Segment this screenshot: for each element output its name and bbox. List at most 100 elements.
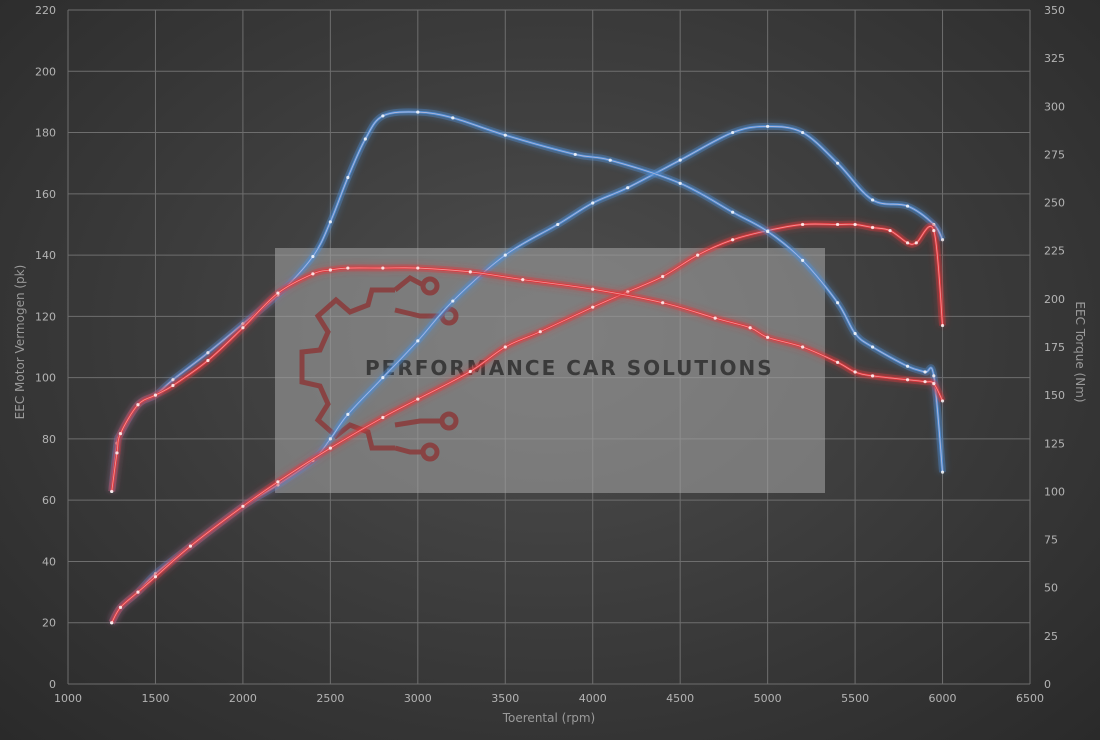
series-point-2 <box>905 364 910 368</box>
series-point-3 <box>940 399 945 403</box>
series-point-3 <box>171 383 175 388</box>
series-point-0 <box>591 201 595 205</box>
series-point-2 <box>206 351 210 355</box>
series-point-3 <box>836 360 840 365</box>
series-point-1 <box>661 274 665 279</box>
series-point-0 <box>503 253 507 257</box>
y-right-tick-label: 225 <box>1044 245 1065 258</box>
series-point-1 <box>932 228 936 233</box>
series-point-1 <box>870 225 875 230</box>
series-point-0 <box>678 158 682 162</box>
y-right-tick-label: 150 <box>1044 389 1065 402</box>
series-point-3 <box>905 378 910 382</box>
series-point-3 <box>381 266 385 270</box>
series-point-1 <box>888 228 892 233</box>
series-point-0 <box>801 130 805 135</box>
series-point-2 <box>923 370 927 374</box>
y-right-axis-title: EEC Torque (Nm) <box>1073 301 1087 402</box>
y-right-tick-label: 300 <box>1044 100 1065 113</box>
series-point-0 <box>556 222 560 227</box>
series-point-1 <box>241 504 245 508</box>
series-line-core-1 <box>111 223 943 623</box>
series-point-3 <box>241 326 245 330</box>
series-point-3 <box>276 291 280 295</box>
series-point-1 <box>468 369 472 374</box>
watermark: PERFORMANCE CAR SOLUTIONS <box>275 248 825 493</box>
series-point-1 <box>591 305 595 309</box>
y-right-tick-label: 100 <box>1044 485 1065 498</box>
series-point-1 <box>153 575 158 579</box>
series-point-2 <box>801 258 805 262</box>
series-point-2 <box>573 152 577 157</box>
x-axis-title: Toerental (rpm) <box>502 711 595 725</box>
series-point-1 <box>416 397 420 401</box>
series-point-2 <box>836 301 840 305</box>
series-point-2 <box>853 331 857 336</box>
series-point-3 <box>416 266 420 270</box>
y-left-tick-label: 220 <box>35 4 56 17</box>
series-point-3 <box>748 326 752 330</box>
series-point-0 <box>905 204 910 208</box>
series-point-2 <box>731 210 735 214</box>
series-point-3 <box>118 432 123 436</box>
series-point-1 <box>188 544 193 548</box>
series-point-3 <box>521 278 525 282</box>
y-right-tick-label: 275 <box>1044 148 1065 161</box>
series-point-3 <box>801 345 805 349</box>
x-tick-label: 3500 <box>491 692 519 705</box>
series-point-1 <box>328 446 332 450</box>
series-point-2 <box>311 254 315 259</box>
series-point-3 <box>110 489 114 494</box>
y-right-tick-label: 325 <box>1044 52 1065 65</box>
series-point-0 <box>328 437 332 441</box>
series-point-3 <box>923 380 927 384</box>
series-point-1 <box>801 222 805 227</box>
series-point-0 <box>731 130 735 135</box>
series-point-1 <box>696 253 700 257</box>
x-tick-label: 3000 <box>404 692 432 705</box>
series-point-1 <box>940 323 945 328</box>
series-point-3 <box>206 358 210 363</box>
y-left-tick-label: 180 <box>35 127 56 140</box>
series-point-2 <box>451 116 455 120</box>
x-tick-label: 5000 <box>754 692 782 705</box>
y-left-tick-label: 60 <box>42 494 56 507</box>
y-right-tick-label: 0 <box>1044 678 1051 691</box>
x-tick-label: 1500 <box>141 692 169 705</box>
series-point-0 <box>870 198 875 202</box>
y-left-tick-label: 0 <box>49 678 56 691</box>
series-point-1 <box>905 241 910 245</box>
x-tick-label: 4000 <box>579 692 607 705</box>
series-point-0 <box>626 186 630 190</box>
series-point-3 <box>328 268 332 272</box>
y-right-tick-label: 200 <box>1044 293 1065 306</box>
y-left-tick-label: 80 <box>42 433 56 446</box>
y-left-tick-label: 20 <box>42 617 56 630</box>
series-point-3 <box>311 272 315 276</box>
series-point-2 <box>381 114 385 118</box>
y-right-tick-label: 350 <box>1044 4 1065 17</box>
y-right-tick-label: 175 <box>1044 341 1065 354</box>
y-left-tick-label: 160 <box>35 188 56 201</box>
series-point-1 <box>118 605 123 610</box>
series-point-2 <box>940 470 945 474</box>
series-point-0 <box>346 412 350 416</box>
series-point-0 <box>451 299 455 303</box>
series-point-3 <box>713 316 717 320</box>
series-point-2 <box>363 137 367 141</box>
series-point-0 <box>381 376 385 380</box>
x-tick-label: 5500 <box>841 692 869 705</box>
series-point-3 <box>468 270 472 274</box>
series-point-1 <box>276 480 280 484</box>
series-point-1 <box>836 222 840 227</box>
series-point-3 <box>661 301 665 305</box>
y-right-tick-label: 125 <box>1044 437 1065 450</box>
y-left-tick-label: 40 <box>42 555 56 568</box>
x-tick-label: 2500 <box>316 692 344 705</box>
series-point-2 <box>346 175 350 180</box>
series-point-3 <box>346 266 350 270</box>
watermark-panel <box>275 248 825 493</box>
y-left-tick-label: 120 <box>35 310 56 323</box>
series-point-3 <box>932 381 936 386</box>
series-point-3 <box>591 287 595 291</box>
